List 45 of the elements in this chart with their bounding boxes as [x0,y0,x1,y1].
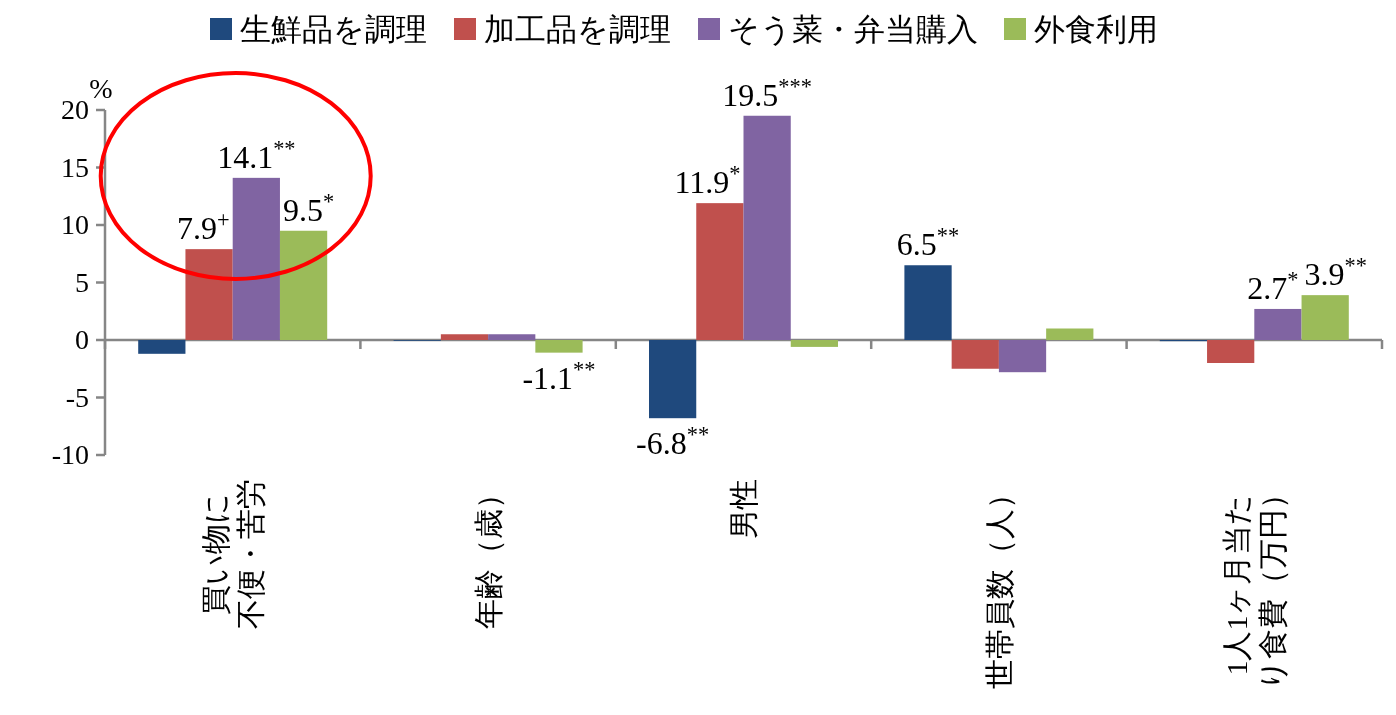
category-label: 買い物に不便・苦労 [198,479,268,629]
legend-label: そう菜・弁当購入 [728,12,978,47]
bar [279,230,328,340]
bar [440,334,489,340]
y-tick-label: -5 [65,381,89,413]
bar [535,340,583,353]
data-label: 14.1$^{**}$ [217,135,296,175]
bar [488,334,536,340]
data-label: 6.5$^{**}$ [896,222,960,263]
data-label: 19.5$^{***}$ [722,73,812,113]
bar [138,340,186,354]
y-tick-label: 0 [75,324,89,355]
legend-label: 加工品を調理 [484,12,671,47]
y-tick-label: 20 [61,94,89,125]
y-tick-label: -10 [51,439,89,470]
y-tick-label: 5 [75,266,89,298]
bar [743,115,791,340]
y-tick-label: 15 [61,151,89,183]
bar [1046,328,1094,340]
bar [696,203,744,340]
legend-label: 外食利用 [1034,12,1158,47]
data-label: 9.5$^{*}$ [282,188,335,228]
bar [998,340,1047,373]
data-label: 2.7$^{*}$ [1247,266,1299,306]
bar [951,340,999,369]
legend-label: 生鮮品を調理 [240,12,427,47]
data-label: -6.8$^{**}$ [636,421,710,462]
bar [185,249,233,340]
data-label: -1.1$^{**}$ [522,356,596,396]
category-label: 男性 [727,479,761,539]
category-label: 世帯員数（人） [982,479,1016,689]
data-label: 11.9$^{*}$ [674,160,741,201]
bar [904,265,952,340]
category-label: 年齢（歳） [471,479,505,629]
data-label: 3.9$^{**}$ [1304,252,1367,293]
bar [649,340,697,419]
bar [1207,340,1255,363]
y-tick-label: 10 [61,209,89,240]
bar [232,177,280,340]
y-axis-title: % [89,73,113,104]
bar [1301,295,1349,340]
category-label: 1人1ヶ月当たり食費（万円） [1220,479,1290,690]
bar [1254,308,1302,340]
bar [790,340,838,347]
data-label: 7.9$^{+}$ [177,206,230,247]
